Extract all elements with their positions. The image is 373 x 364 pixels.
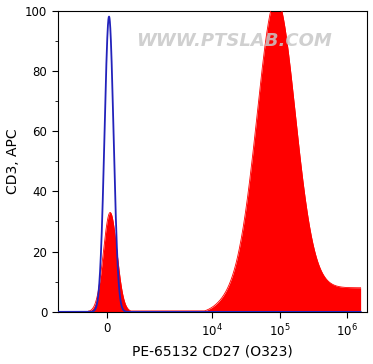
X-axis label: PE-65132 CD27 (O323): PE-65132 CD27 (O323)	[132, 344, 293, 359]
Y-axis label: CD3, APC: CD3, APC	[6, 128, 19, 194]
Text: WWW.PTSLAB.COM: WWW.PTSLAB.COM	[137, 32, 332, 50]
